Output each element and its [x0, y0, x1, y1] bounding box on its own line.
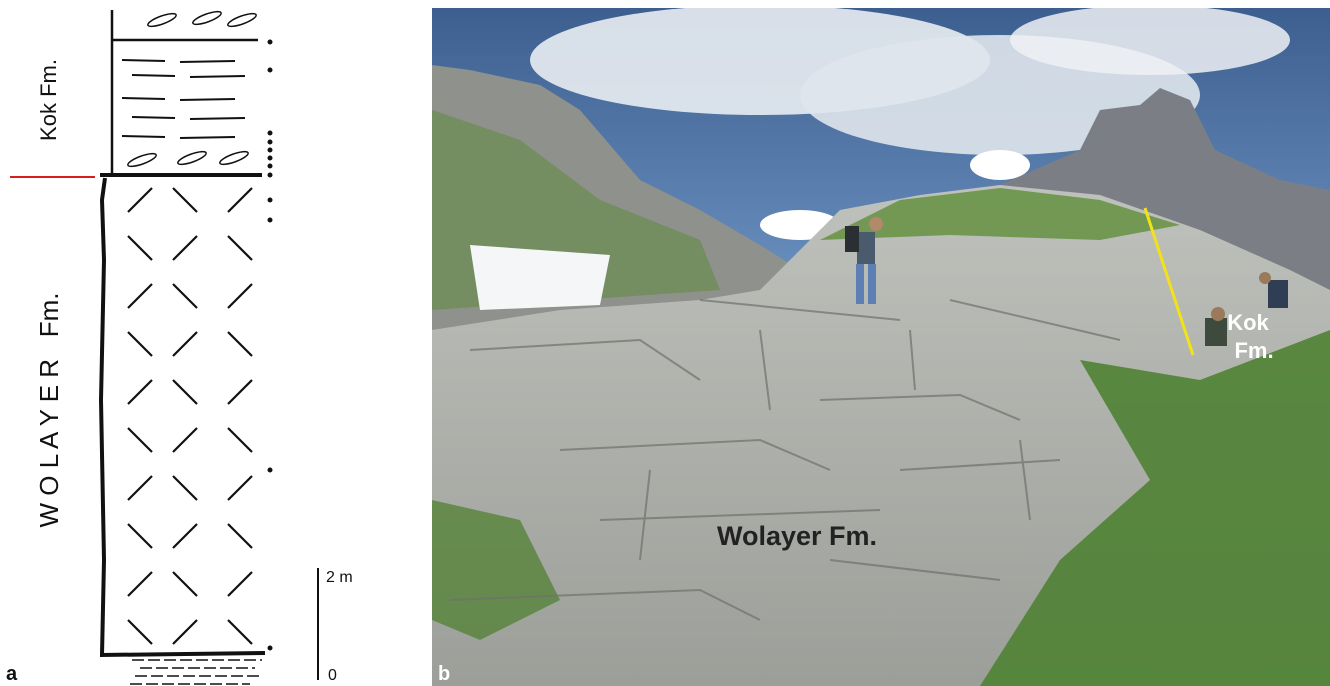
shale-symbol — [180, 61, 235, 62]
limestone-symbol — [228, 572, 252, 596]
sample-point — [268, 468, 272, 472]
panel-label: b — [438, 663, 450, 685]
limestone-symbol — [173, 428, 197, 452]
limestone-symbol — [128, 284, 152, 308]
sample-point — [268, 218, 272, 222]
fossil-symbol — [177, 149, 208, 167]
limestone-symbol — [128, 572, 152, 596]
scale-label: 0 — [328, 667, 337, 684]
shale-symbol — [132, 117, 175, 118]
sample-point — [268, 148, 272, 152]
limestone-symbol — [228, 380, 252, 404]
column-outline — [112, 10, 258, 173]
shale-symbol — [180, 99, 235, 100]
limestone-symbol — [228, 284, 252, 308]
limestone-symbol — [228, 332, 252, 356]
limestone-symbol — [173, 572, 197, 596]
limestone-symbol — [128, 380, 152, 404]
limestone-symbol — [128, 332, 152, 356]
unit-label: Fm. — [1234, 338, 1273, 363]
limestone-symbol — [228, 476, 252, 500]
limestone-symbol — [173, 284, 197, 308]
limestone-symbol — [228, 620, 252, 644]
shale-symbol — [190, 76, 245, 77]
sample-point — [268, 198, 272, 202]
sample-point — [268, 156, 272, 160]
fossil-symbol — [192, 9, 223, 27]
sample-point — [268, 40, 272, 44]
unit-label: Wolayer Fm. — [717, 521, 877, 551]
unit-label: Kok — [1227, 310, 1269, 335]
shale-symbol — [122, 60, 165, 61]
limestone-symbol — [173, 188, 197, 212]
sample-point — [268, 131, 272, 135]
figure: Kok Fm. W O L A Y E R Fm. 2 m 0 a — [0, 0, 1330, 686]
shale-symbol — [190, 118, 245, 119]
sample-point — [268, 68, 272, 72]
limestone-symbol — [173, 476, 197, 500]
limestone-symbol — [173, 332, 197, 356]
sample-point — [268, 164, 272, 168]
unit-label: Kok Fm. — [36, 59, 61, 141]
limestone-symbol — [128, 524, 152, 548]
limestone-symbol — [128, 188, 152, 212]
limestone-symbol — [173, 380, 197, 404]
limestone-symbol — [128, 236, 152, 260]
shale-symbol — [180, 137, 235, 138]
fossil-symbol — [127, 151, 158, 169]
base-lithology — [130, 660, 262, 684]
shale-symbol — [122, 136, 165, 137]
limestone-symbol — [173, 524, 197, 548]
limestone-symbol — [173, 236, 197, 260]
sample-point — [268, 140, 272, 144]
scale-label: 2 m — [326, 569, 353, 586]
limestone-symbol — [228, 524, 252, 548]
shale-symbol — [132, 75, 175, 76]
limestone-symbol — [128, 620, 152, 644]
limestone-symbol — [173, 620, 197, 644]
sample-point — [268, 173, 272, 177]
limestone-symbol — [128, 428, 152, 452]
field-photo — [432, 5, 1330, 686]
fossil-symbol — [147, 11, 178, 29]
unit-label: W O L A Y E R Fm. — [34, 292, 64, 527]
shale-symbol — [122, 98, 165, 99]
fossil-symbol — [227, 11, 258, 29]
limestone-symbol — [228, 236, 252, 260]
limestone-symbol — [228, 428, 252, 452]
limestone-symbol — [128, 476, 152, 500]
panel-label: a — [6, 663, 18, 685]
fossil-symbol — [219, 149, 250, 167]
limestone-symbol — [228, 188, 252, 212]
sample-point — [268, 646, 272, 650]
